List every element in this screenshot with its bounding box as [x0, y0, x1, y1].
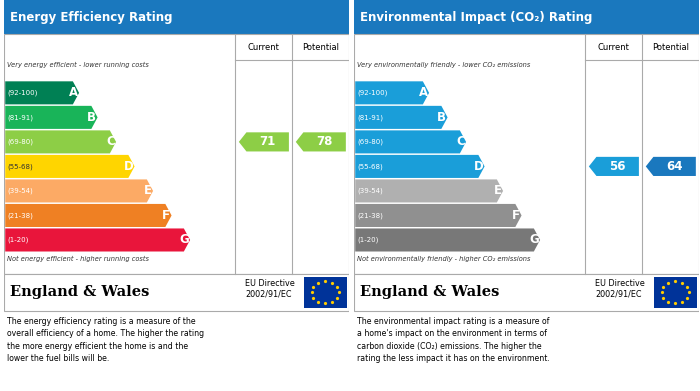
Bar: [354, 274, 699, 311]
Text: EU Directive
2002/91/EC: EU Directive 2002/91/EC: [595, 280, 645, 299]
Bar: [354, 0, 699, 34]
Polygon shape: [5, 130, 116, 153]
Text: The environmental impact rating is a measure of
a home's impact on the environme: The environmental impact rating is a mea…: [357, 317, 550, 363]
Polygon shape: [239, 132, 289, 151]
Text: The energy efficiency rating is a measure of the
overall efficiency of a home. T: The energy efficiency rating is a measur…: [7, 317, 204, 363]
Text: F: F: [512, 209, 520, 222]
Polygon shape: [355, 179, 503, 203]
Text: Not energy efficient - higher running costs: Not energy efficient - higher running co…: [7, 256, 149, 262]
Text: (55-68): (55-68): [358, 163, 384, 170]
Text: G: G: [179, 233, 189, 246]
Polygon shape: [646, 157, 696, 176]
Bar: [354, 34, 699, 274]
Text: 56: 56: [609, 160, 626, 173]
Text: 78: 78: [316, 135, 332, 149]
Text: A: A: [69, 86, 78, 99]
Text: Potential: Potential: [652, 43, 689, 52]
Bar: [4, 0, 349, 34]
Text: Not environmentally friendly - higher CO₂ emissions: Not environmentally friendly - higher CO…: [357, 256, 531, 262]
Text: Very environmentally friendly - lower CO₂ emissions: Very environmentally friendly - lower CO…: [357, 62, 531, 68]
Text: EU Directive
2002/91/EC: EU Directive 2002/91/EC: [245, 280, 295, 299]
Text: (92-100): (92-100): [358, 90, 388, 96]
Polygon shape: [5, 106, 97, 129]
Text: 64: 64: [666, 160, 682, 173]
Text: (21-38): (21-38): [358, 212, 384, 219]
Text: (69-80): (69-80): [358, 139, 384, 145]
Polygon shape: [5, 179, 153, 203]
Text: (1-20): (1-20): [8, 237, 29, 243]
Text: (92-100): (92-100): [8, 90, 38, 96]
Text: Environmental Impact (CO₂) Rating: Environmental Impact (CO₂) Rating: [360, 11, 593, 24]
Text: Energy Efficiency Rating: Energy Efficiency Rating: [10, 11, 173, 24]
Text: Current: Current: [597, 43, 629, 52]
Text: England & Wales: England & Wales: [10, 285, 150, 299]
Bar: [4, 274, 349, 311]
Text: (69-80): (69-80): [8, 139, 34, 145]
Text: Potential: Potential: [302, 43, 339, 52]
Polygon shape: [355, 204, 522, 227]
Text: (81-91): (81-91): [358, 114, 384, 121]
Text: C: C: [456, 135, 465, 149]
Text: Current: Current: [247, 43, 279, 52]
Polygon shape: [296, 132, 346, 151]
Text: F: F: [162, 209, 170, 222]
Polygon shape: [355, 81, 429, 104]
Bar: [4, 34, 349, 274]
Polygon shape: [355, 106, 447, 129]
Polygon shape: [355, 130, 466, 153]
Text: England & Wales: England & Wales: [360, 285, 500, 299]
Text: (21-38): (21-38): [8, 212, 34, 219]
Text: 71: 71: [259, 135, 276, 149]
Polygon shape: [355, 228, 540, 251]
Text: (81-91): (81-91): [8, 114, 34, 121]
Text: Very energy efficient - lower running costs: Very energy efficient - lower running co…: [7, 62, 149, 68]
Polygon shape: [5, 228, 190, 251]
Text: B: B: [438, 111, 446, 124]
Polygon shape: [5, 81, 79, 104]
Text: (39-54): (39-54): [358, 188, 384, 194]
Text: E: E: [144, 185, 152, 197]
Text: (55-68): (55-68): [8, 163, 34, 170]
Polygon shape: [355, 155, 484, 178]
Text: E: E: [494, 185, 502, 197]
Bar: [304, 277, 347, 308]
Polygon shape: [5, 204, 172, 227]
Polygon shape: [5, 155, 134, 178]
Text: (1-20): (1-20): [358, 237, 379, 243]
Text: (39-54): (39-54): [8, 188, 34, 194]
Bar: [654, 277, 697, 308]
Text: D: D: [473, 160, 483, 173]
Text: D: D: [123, 160, 133, 173]
Text: B: B: [88, 111, 96, 124]
Polygon shape: [589, 157, 639, 176]
Text: C: C: [106, 135, 115, 149]
Text: A: A: [419, 86, 428, 99]
Text: G: G: [529, 233, 539, 246]
